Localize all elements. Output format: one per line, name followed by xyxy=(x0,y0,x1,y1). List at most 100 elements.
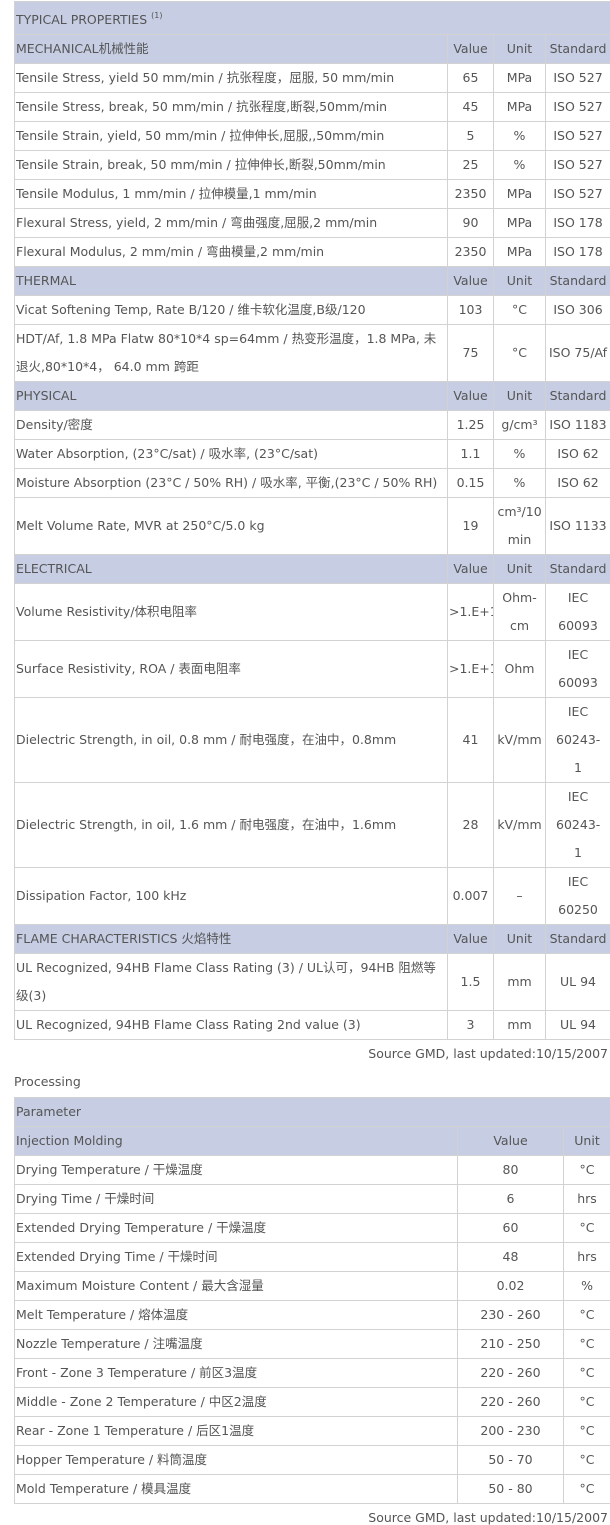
standard: ISO 527 xyxy=(546,122,610,151)
unit: kV/mm xyxy=(494,698,546,783)
title: TYPICAL PROPERTIES xyxy=(16,12,147,27)
value: 80 xyxy=(458,1156,564,1185)
unit: °C xyxy=(564,1156,610,1185)
standard: ISO 527 xyxy=(546,64,610,93)
section-name: MECHANICAL机械性能 xyxy=(15,35,448,64)
cell-text: 3 xyxy=(467,1017,475,1032)
parameter-name: Mold Temperature / 模具温度 xyxy=(15,1475,458,1504)
property-name: Tensile Modulus, 1 mm/min / 拉伸模量,1 mm/mi… xyxy=(15,180,448,209)
cell-text: >1.E+15 xyxy=(449,661,494,676)
value: 41 xyxy=(448,698,494,783)
value: 19 xyxy=(448,498,494,555)
parameter-name: Extended Drying Temperature / 干燥温度 xyxy=(15,1214,458,1243)
cell-text: MPa xyxy=(507,215,532,230)
cell-text: ISO 527 xyxy=(553,157,602,172)
value: >1.E+15 xyxy=(448,584,494,641)
cell-text: IEC 60243-1 xyxy=(556,783,600,867)
standard: ISO 75/Af xyxy=(546,325,610,382)
cell-text: IEC 60093 xyxy=(556,641,600,697)
unit: MPa xyxy=(494,93,546,122)
property-row: Tensile Stress, break, 50 mm/min / 抗张程度,… xyxy=(15,93,610,122)
cell-text: IEC 60250 xyxy=(556,868,600,924)
unit: hrs xyxy=(564,1243,610,1272)
value: 90 xyxy=(448,209,494,238)
title-cell: TYPICAL PROPERTIES (1) xyxy=(15,2,610,35)
cell-text: MPa xyxy=(507,99,532,114)
property-name: UL Recognized, 94HB Flame Class Rating (… xyxy=(15,954,448,1011)
column-header: Value xyxy=(448,925,494,954)
section-name: FLAME CHARACTERISTICS 火焰特性 xyxy=(15,925,448,954)
column-header: Value xyxy=(448,35,494,64)
unit: °C xyxy=(564,1475,610,1504)
value: 75 xyxy=(448,325,494,382)
unit: hrs xyxy=(564,1185,610,1214)
property-name: Tensile Strain, yield, 50 mm/min / 拉伸伸长,… xyxy=(15,122,448,151)
standard: ISO 306 xyxy=(546,296,610,325)
property-row: Tensile Modulus, 1 mm/min / 拉伸模量,1 mm/mi… xyxy=(15,180,610,209)
cell-text: ISO 1183 xyxy=(549,417,606,432)
property-name: Volume Resistivity/体积电阻率 xyxy=(15,584,448,641)
property-name: Tensile Strain, break, 50 mm/min / 拉伸伸长,… xyxy=(15,151,448,180)
unit: % xyxy=(494,440,546,469)
column-header: Standard xyxy=(546,925,610,954)
unit: Ohm-cm xyxy=(494,584,546,641)
standard: ISO 62 xyxy=(546,440,610,469)
unit: kV/mm xyxy=(494,783,546,868)
unit: Ohm xyxy=(494,641,546,698)
property-row: HDT/Af, 1.8 MPa Flatw 80*10*4 sp=64mm / … xyxy=(15,325,610,382)
value: 6 xyxy=(458,1185,564,1214)
property-row: Tensile Strain, break, 50 mm/min / 拉伸伸长,… xyxy=(15,151,610,180)
value: 0.007 xyxy=(448,868,494,925)
unit: °C xyxy=(564,1359,610,1388)
title-row: TYPICAL PROPERTIES (1) xyxy=(15,2,610,35)
parameter-name: Extended Drying Time / 干燥时间 xyxy=(15,1243,458,1272)
cell-text: IEC 60243-1 xyxy=(556,698,600,782)
standard: ISO 527 xyxy=(546,180,610,209)
property-row: UL Recognized, 94HB Flame Class Rating 2… xyxy=(15,1011,610,1040)
unit: °C xyxy=(564,1446,610,1475)
value: 103 xyxy=(448,296,494,325)
cell-text: 1.25 xyxy=(457,417,485,432)
column-header: Unit xyxy=(494,35,546,64)
column-header: Unit xyxy=(494,382,546,411)
unit: g/cm³ xyxy=(494,411,546,440)
value: 200 - 230 xyxy=(458,1417,564,1446)
cell-text: IEC 60093 xyxy=(556,584,600,640)
cell-text: 0.15 xyxy=(457,475,485,490)
unit: % xyxy=(564,1272,610,1301)
unit: °C xyxy=(494,325,546,382)
cell-text: 1.1 xyxy=(461,446,481,461)
cell-text: 41 xyxy=(463,732,479,747)
standard: IEC 60093 xyxy=(546,641,610,698)
unit: mm xyxy=(494,954,546,1011)
value: 1.25 xyxy=(448,411,494,440)
standard: ISO 1133 xyxy=(546,498,610,555)
cell-text: 1.5 xyxy=(461,974,481,989)
value: 2350 xyxy=(448,180,494,209)
unit: °C xyxy=(564,1301,610,1330)
parameter-cell: Parameter xyxy=(15,1098,610,1127)
cell-text: ISO 62 xyxy=(557,446,598,461)
property-row: Dielectric Strength, in oil, 1.6 mm / 耐电… xyxy=(15,783,610,868)
unit: MPa xyxy=(494,238,546,267)
standard: UL 94 xyxy=(546,1011,610,1040)
unit: – xyxy=(494,868,546,925)
value: 50 - 70 xyxy=(458,1446,564,1475)
column-header: Value xyxy=(448,267,494,296)
value: >1.E+15 xyxy=(448,641,494,698)
property-name: HDT/Af, 1.8 MPa Flatw 80*10*4 sp=64mm / … xyxy=(15,325,448,382)
property-row: Moisture Absorption (23°C / 50% RH) / 吸水… xyxy=(15,469,610,498)
column-header: Value xyxy=(448,555,494,584)
